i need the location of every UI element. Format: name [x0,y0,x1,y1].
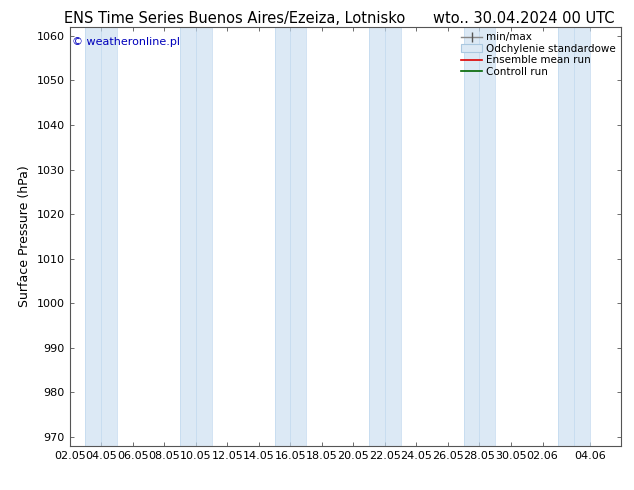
Text: © weatheronline.pl: © weatheronline.pl [72,37,181,48]
Text: ENS Time Series Buenos Aires/Ezeiza, Lotnisko: ENS Time Series Buenos Aires/Ezeiza, Lot… [64,11,405,26]
Y-axis label: Surface Pressure (hPa): Surface Pressure (hPa) [18,166,31,307]
Bar [559,27,590,446]
Legend: min/max, Odchylenie standardowe, Ensemble mean run, Controll run: min/max, Odchylenie standardowe, Ensembl… [462,32,616,77]
Bar [369,27,401,446]
Bar [86,27,117,446]
Bar [463,27,495,446]
Bar [275,27,306,446]
Bar [180,27,212,446]
Text: wto.. 30.04.2024 00 UTC: wto.. 30.04.2024 00 UTC [434,11,615,26]
